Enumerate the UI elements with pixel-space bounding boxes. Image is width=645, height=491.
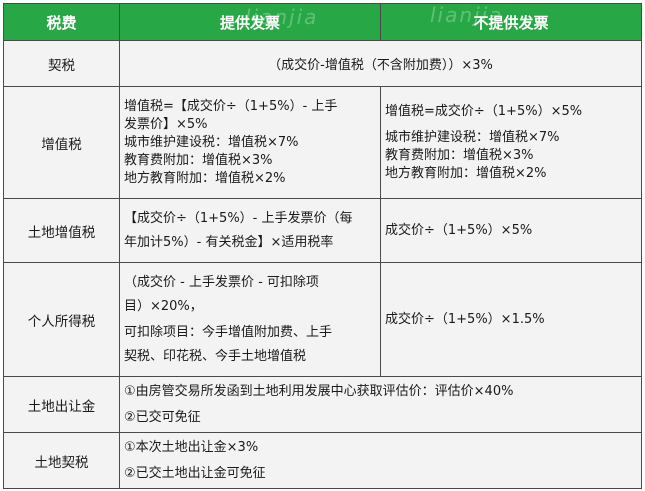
vat-with-line: 城市维护建设税：增值税×7% bbox=[124, 134, 299, 150]
vat-without-line: 城市维护建设税：增值税×7% bbox=[385, 129, 560, 145]
header-tax-type: 税费 bbox=[3, 3, 120, 41]
row-deed-tax: 契税 （成交价-增值税（不含附加费））×3% bbox=[3, 40, 642, 87]
label-land-deed: 土地契税 bbox=[3, 432, 120, 489]
label-vat: 增值税 bbox=[3, 86, 120, 199]
vat-without-invoice: 增值税=成交价÷（1+5%）×5% 城市维护建设税：增值税×7% 教育费附加：增… bbox=[380, 86, 642, 199]
land-vat-with-line: 年加计5%）- 有关税金】×适用税率 bbox=[124, 234, 334, 250]
land-deed-content: ①本次土地出让金×3% ②已交土地出让金可免征 bbox=[119, 432, 642, 489]
income-with-line: 可扣除项目：今手增值附加费、上手 bbox=[124, 324, 333, 340]
income-tax-without-invoice: 成交价÷（1+5%）×1.5% bbox=[380, 262, 642, 377]
row-land-deed: 土地契税 ①本次土地出让金×3% ②已交土地出让金可免征 bbox=[3, 432, 642, 489]
label-land-vat: 土地增值税 bbox=[3, 198, 120, 263]
vat-with-invoice: 增值税=【成交价÷（1+5%）- 上手 发票价】×5% 城市维护建设税：增值税×… bbox=[119, 86, 381, 199]
header-without-invoice: 不提供发票 bbox=[380, 3, 642, 41]
tax-table: 税费 提供发票 不提供发票 契税 （成交价-增值税（不含附加费））×3% 增值税… bbox=[3, 3, 642, 489]
land-deed-line: ①本次土地出让金×3% bbox=[124, 439, 259, 455]
vat-without-line: 地方教育附加：增值税×2% bbox=[385, 165, 547, 181]
deed-tax-formula: （成交价-增值税（不含附加费））×3% bbox=[119, 40, 642, 87]
land-transfer-line: ②已交可免征 bbox=[124, 409, 201, 425]
header-row: 税费 提供发票 不提供发票 bbox=[3, 3, 642, 41]
income-without-text: 成交价÷（1+5%）×1.5% bbox=[385, 311, 545, 327]
land-vat-without-text: 成交价÷（1+5%）×5% bbox=[385, 222, 533, 238]
label-income-tax: 个人所得税 bbox=[3, 262, 120, 377]
land-transfer-line: ①由房管交易所发函到土地利用发展中心获取评估价：评估价×40% bbox=[124, 383, 514, 399]
row-income-tax: 个人所得税 （成交价 - 上手发票价 - 可扣除项 目）×20%， 可扣除项目：… bbox=[3, 262, 642, 377]
land-vat-with-invoice: 【成交价÷（1+5%）- 上手发票价（每 年加计5%）- 有关税金】×适用税率 bbox=[119, 198, 381, 263]
header-with-invoice: 提供发票 bbox=[119, 3, 381, 41]
vat-with-line: 地方教育附加：增值税×2% bbox=[124, 170, 286, 186]
land-transfer-content: ①由房管交易所发函到土地利用发展中心获取评估价：评估价×40% ②已交可免征 bbox=[119, 376, 642, 433]
income-with-line: （成交价 - 上手发票价 - 可扣除项 bbox=[124, 274, 319, 290]
vat-without-line: 增值税=成交价÷（1+5%）×5% bbox=[385, 103, 583, 119]
land-vat-without-invoice: 成交价÷（1+5%）×5% bbox=[380, 198, 642, 263]
row-land-vat: 土地增值税 【成交价÷（1+5%）- 上手发票价（每 年加计5%）- 有关税金】… bbox=[3, 198, 642, 263]
land-deed-line: ②已交土地出让金可免征 bbox=[124, 465, 266, 481]
vat-with-line: 增值税=【成交价÷（1+5%）- 上手 bbox=[124, 98, 338, 114]
label-land-transfer: 土地出让金 bbox=[3, 376, 120, 433]
row-land-transfer: 土地出让金 ①由房管交易所发函到土地利用发展中心获取评估价：评估价×40% ②已… bbox=[3, 376, 642, 433]
vat-without-line: 教育费附加：增值税×3% bbox=[385, 147, 534, 163]
income-with-line: 契税、印花税、今手土地增值税 bbox=[124, 348, 307, 364]
label-deed-tax: 契税 bbox=[3, 40, 120, 87]
income-tax-with-invoice: （成交价 - 上手发票价 - 可扣除项 目）×20%， 可扣除项目：今手增值附加… bbox=[119, 262, 381, 377]
row-vat: 增值税 增值税=【成交价÷（1+5%）- 上手 发票价】×5% 城市维护建设税：… bbox=[3, 86, 642, 199]
vat-with-line: 发票价】×5% bbox=[124, 116, 208, 132]
vat-with-line: 教育费附加：增值税×3% bbox=[124, 152, 273, 168]
income-with-line: 目）×20%， bbox=[124, 298, 203, 314]
land-vat-with-line: 【成交价÷（1+5%）- 上手发票价（每 bbox=[124, 210, 353, 226]
